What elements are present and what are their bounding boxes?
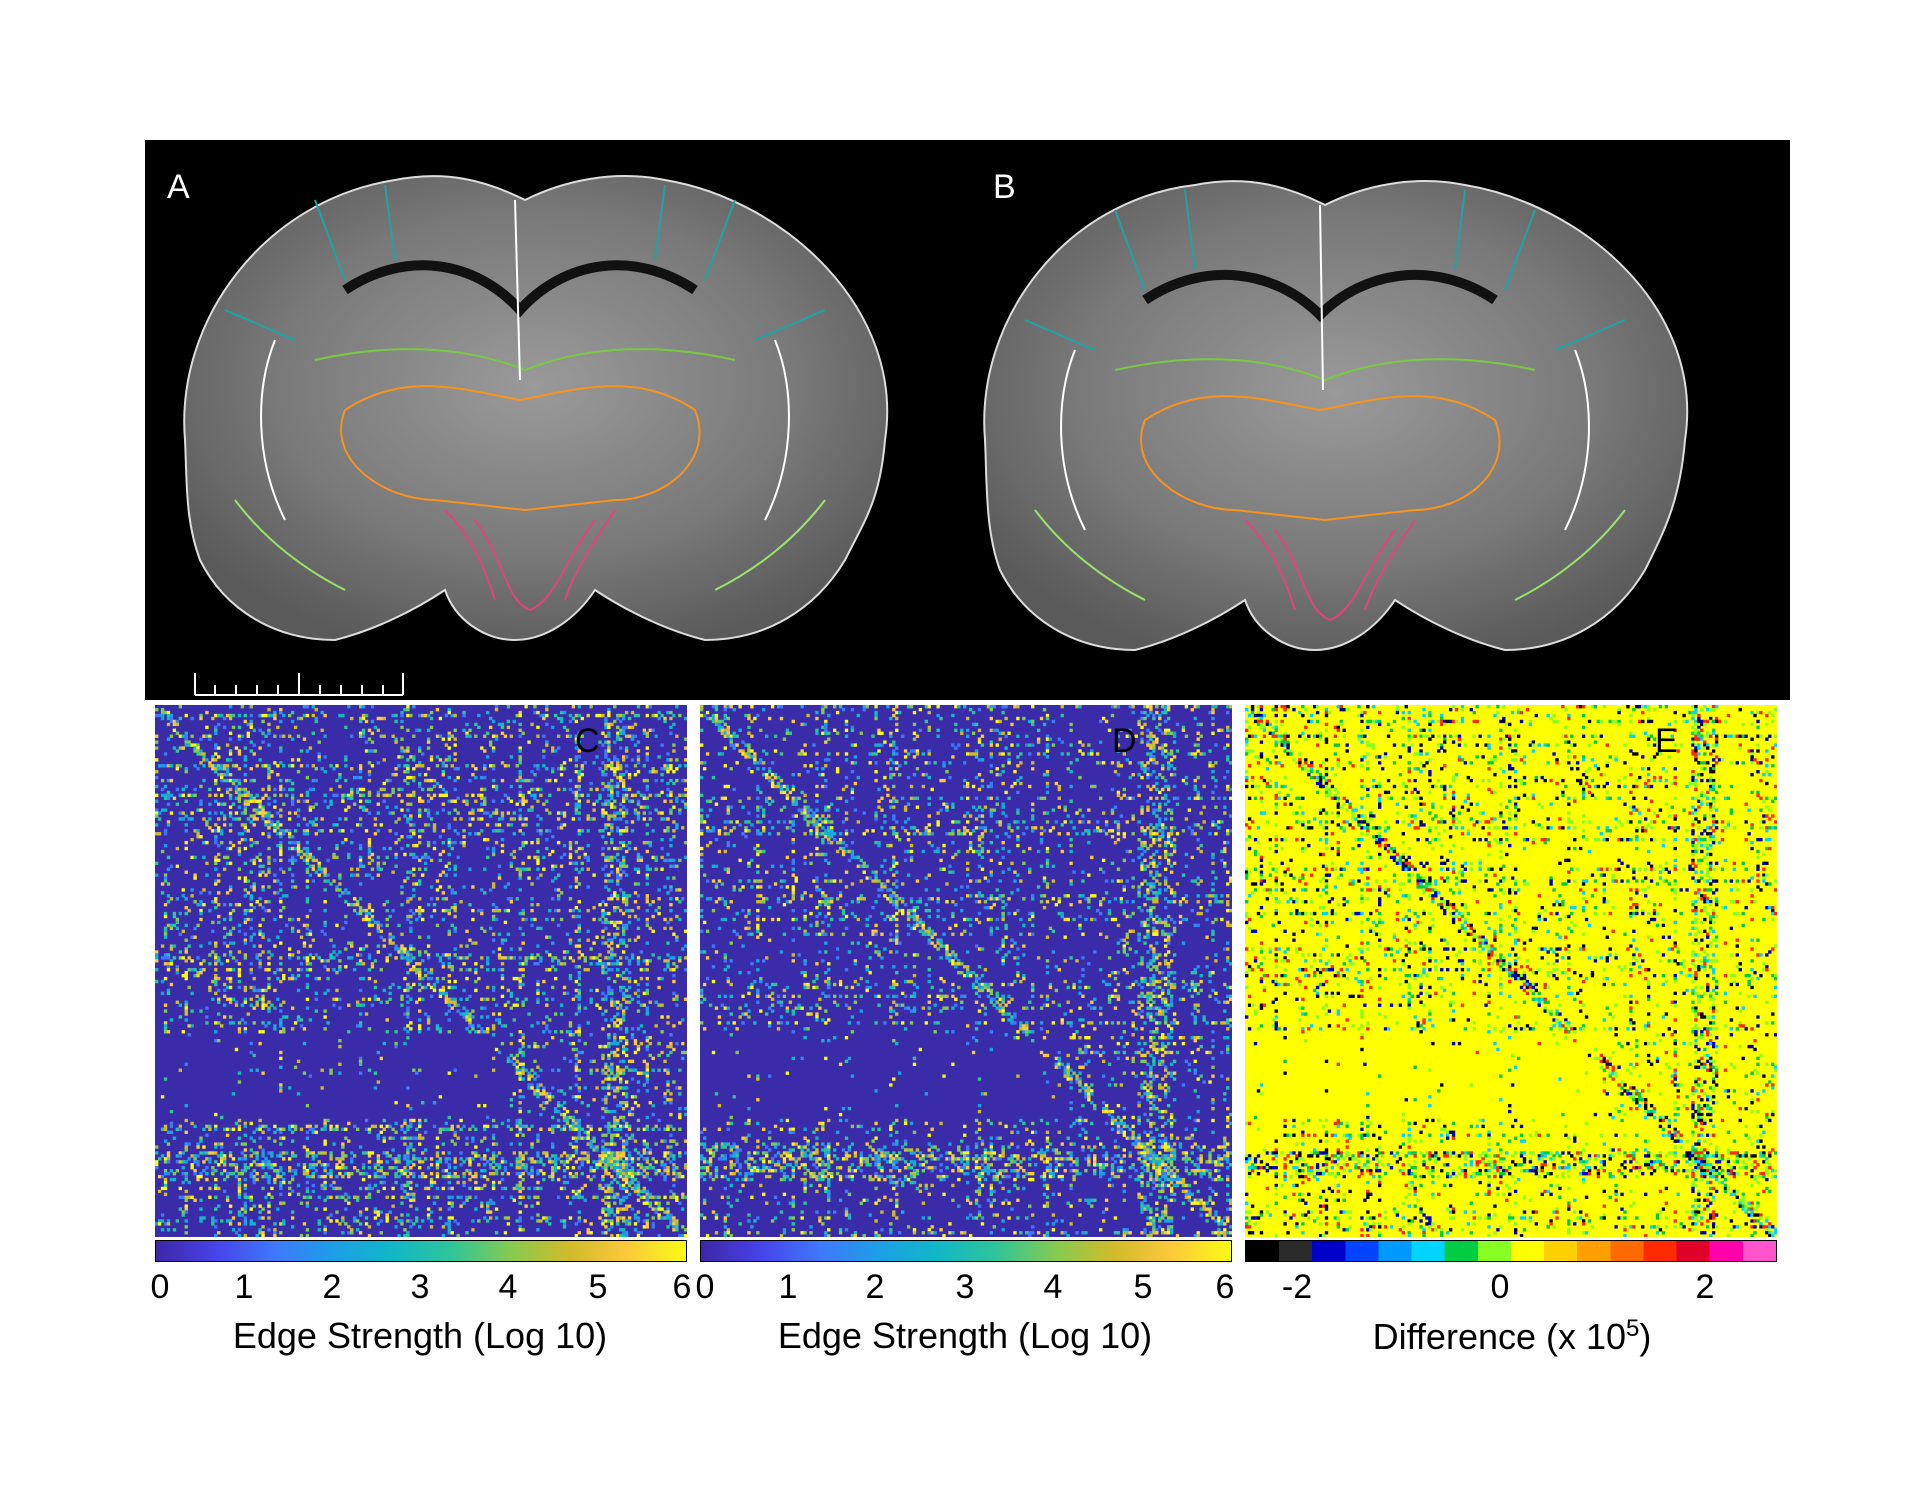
tick-label: 6 xyxy=(1215,1268,1235,1306)
tick-label: 1 xyxy=(234,1268,254,1306)
difference-matrix-e xyxy=(1245,705,1777,1237)
colorbar-d-title: Edge Strength (Log 10) xyxy=(777,1315,1153,1356)
colorbar-d xyxy=(700,1240,1232,1262)
colorbar-e-title: Difference (x 105) xyxy=(1373,1315,1652,1358)
tick-label: 5 xyxy=(588,1268,608,1306)
panel-label-e: E xyxy=(1655,722,1678,760)
tick-label: 0 xyxy=(1490,1268,1510,1306)
tick-label: 0 xyxy=(150,1268,170,1306)
colorbar-e-title-exponent: 5 xyxy=(1626,1315,1640,1342)
tick-label: -2 xyxy=(1281,1268,1313,1306)
brain-section-b xyxy=(983,180,1689,652)
tick-label: 2 xyxy=(322,1268,342,1306)
panel-label-b: B xyxy=(993,168,1016,206)
matD-svg xyxy=(700,705,1232,1237)
tick-label: 5 xyxy=(1133,1268,1153,1306)
tick-label: 2 xyxy=(865,1268,885,1306)
panel-label-c: C xyxy=(575,722,600,760)
colorbar-e-title-end: ) xyxy=(1639,1316,1652,1357)
colorbar-e-title-main: Difference (x 10 xyxy=(1372,1316,1627,1357)
colorbar-c xyxy=(155,1240,687,1262)
matE-svg xyxy=(1245,705,1777,1237)
tick-label: 4 xyxy=(1043,1268,1063,1306)
tick-label: 3 xyxy=(410,1268,430,1306)
tick-label: 3 xyxy=(955,1268,975,1306)
matC-svg xyxy=(155,705,687,1237)
panel-label-a: A xyxy=(167,168,190,206)
tick-label: 6 xyxy=(672,1268,692,1306)
colorbar-c-title: Edge Strength (Log 10) xyxy=(232,1315,608,1356)
scale-bar xyxy=(194,673,404,696)
tick-label: 1 xyxy=(778,1268,798,1306)
tick-label: 4 xyxy=(498,1268,518,1306)
brain-atlas-image: A B xyxy=(145,140,1790,700)
brain-section-a xyxy=(183,175,889,642)
tick-label: 2 xyxy=(1695,1268,1715,1306)
connectivity-matrix-c xyxy=(155,705,687,1237)
colorbar-e xyxy=(1245,1240,1777,1262)
brain-sections-svg xyxy=(183,175,1689,696)
connectivity-matrix-d xyxy=(700,705,1232,1237)
panel-label-d: D xyxy=(1112,722,1137,760)
tick-label: 0 xyxy=(695,1268,715,1306)
